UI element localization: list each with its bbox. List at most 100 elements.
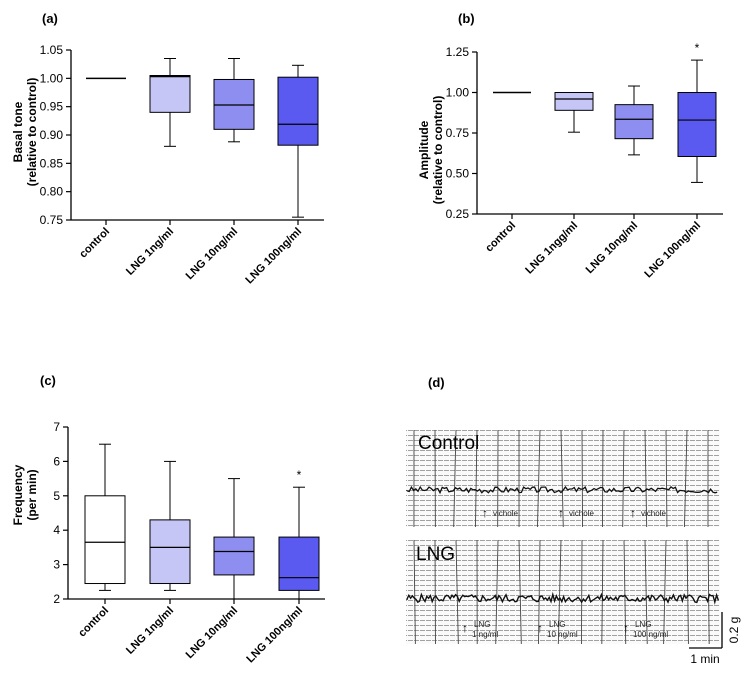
chart-paper-vertical-line	[581, 539, 583, 645]
panel-label-b: (b)	[458, 11, 475, 26]
y-tick-label: 7	[53, 420, 60, 434]
chart-paper-vertical-line	[538, 539, 541, 645]
y-tick-label: 1.00	[40, 71, 64, 85]
dose-mark-line1: LNG	[549, 620, 565, 629]
category-label: LNG 100ng/ml	[243, 226, 304, 287]
arrow-up-icon: ↑	[537, 621, 543, 635]
ylabel-c: Frequency (per min)	[11, 464, 39, 525]
trace-control-panel: Control ↑ vichole ↑ vichole ↑ vichole	[406, 429, 720, 528]
box-iqr	[277, 76, 319, 146]
box-iqr	[213, 536, 255, 576]
y-tick-label: 0.80	[40, 185, 64, 199]
chart-paper-vertical-line	[644, 539, 648, 645]
ylabel-b: Amplitude (relative to control)	[417, 96, 445, 205]
vehicle-mark-label: vichole	[569, 509, 594, 518]
trace-lng-gridlines	[413, 539, 710, 645]
ylabel-c-line1: Frequency	[11, 464, 25, 525]
significance-marker: *	[695, 41, 700, 55]
chart-paper-vertical-line	[686, 539, 689, 645]
chart-paper-vertical-line	[601, 539, 604, 645]
chart-paper-vertical-line	[602, 429, 604, 528]
box-iqr	[614, 104, 654, 140]
chart-paper-vertical-line	[537, 429, 541, 528]
dose-mark-line1: LNG	[635, 620, 651, 629]
y-tick-label: 0.85	[40, 156, 64, 170]
y-tick-label: 6	[53, 454, 60, 468]
chart-paper-vertical-line	[453, 429, 457, 528]
ylabel-b-line2: (relative to control)	[431, 96, 445, 205]
y-tick-label: 0.90	[40, 128, 64, 142]
category-label: control	[77, 226, 112, 261]
arrow-up-icon: ↑	[482, 506, 488, 520]
chart-paper-vertical-line	[560, 429, 564, 528]
chart-paper-vertical-line	[684, 429, 688, 528]
box-iqr	[149, 519, 191, 585]
scale-bar-time-label: 1 min	[690, 652, 719, 666]
chart-paper-vertical-line	[665, 429, 668, 528]
chart-paper-vertical-line	[475, 429, 478, 528]
arrow-up-icon: ↑	[558, 506, 564, 520]
category-label: LNG 10ng/ml	[584, 220, 640, 276]
chart-paper-vertical-line	[707, 539, 710, 645]
y-tick-label: 4	[53, 523, 60, 537]
category-label: LNG 1ng/ml	[124, 226, 176, 278]
trace-control-gridlines	[413, 429, 709, 528]
ylabel-a-line2: (relative to control)	[25, 78, 39, 187]
panel-label-a: (a)	[42, 11, 58, 26]
ylabel-a: Basal tone (relative to control)	[11, 78, 39, 187]
box-iqr	[554, 92, 594, 111]
chart-c-plot: 7 6 5 4 3 2 control LNG 1ng/ml LNG 10ng/ml LNG 10…	[53, 420, 325, 665]
chart-a-plot: 1.05 1.00 0.95 0.90 0.85 0.80 0.75 control LNG 1…	[40, 43, 324, 286]
dose-mark-line1: LNG	[474, 620, 490, 629]
y-tick-label: 2	[53, 592, 60, 606]
trace-control-title: Control	[418, 433, 479, 454]
y-tick-label: 1.05	[40, 43, 64, 57]
chart-paper-vertical-line	[581, 429, 583, 528]
category-label: LNG 100ng/ml	[244, 605, 305, 666]
y-tick-label: 3	[53, 558, 60, 572]
y-tick-label: 5	[53, 489, 60, 503]
y-tick-label: 0.75	[40, 213, 64, 227]
scale-bar-force-label: 0.2 g	[727, 617, 741, 644]
arrow-up-icon: ↑	[623, 621, 629, 635]
box-iqr	[84, 495, 126, 585]
chart-paper-vertical-line	[557, 539, 562, 645]
category-label: control	[483, 220, 518, 255]
y-tick-label: 0.95	[40, 100, 64, 114]
chart-paper-vertical-line	[518, 539, 522, 645]
box-iqr	[278, 536, 320, 591]
dose-mark-line2: 10 ng/ml	[547, 630, 578, 639]
box-iqr	[677, 92, 717, 157]
chart-paper-vertical-line	[455, 539, 459, 645]
category-label: LNG 1ng/ml	[124, 605, 176, 657]
vehicle-mark-label: vichole	[493, 509, 518, 518]
y-tick-label: 0.50	[446, 167, 470, 181]
category-label: LNG 100ng/ml	[642, 220, 703, 281]
trace-lng-line	[406, 591, 720, 605]
chart-paper-vertical-line	[495, 539, 499, 645]
dose-mark-line2: 1 ng/ml	[472, 630, 498, 639]
category-label: control	[76, 605, 111, 640]
y-tick-label: 1.25	[446, 45, 470, 59]
chart-paper-vertical-line	[623, 539, 627, 645]
y-tick-label: 1.00	[446, 86, 470, 100]
vehicle-mark-label: vichole	[641, 509, 666, 518]
ylabel-c-line2: (per min)	[25, 469, 39, 520]
significance-marker: *	[297, 468, 302, 482]
box-iqr	[149, 75, 191, 113]
ylabel-b-line1: Amplitude	[417, 120, 431, 179]
trace-control-line	[406, 485, 718, 495]
y-tick-label: 0.75	[446, 126, 470, 140]
dose-mark-line2: 100 ng/ml	[633, 630, 668, 639]
category-label: LNG 1ngg/ml	[523, 220, 580, 277]
chart-paper-vertical-line	[644, 429, 648, 528]
category-label: LNG 10ng/ml	[184, 605, 240, 661]
panel-label-c: (c)	[40, 373, 56, 388]
trace-lng-title: LNG	[416, 544, 455, 565]
chart-paper-vertical-line	[413, 539, 416, 645]
y-tick-label: 0.25	[446, 207, 470, 221]
control-vehicle-marks: ↑ vichole ↑ vichole ↑ vichole	[482, 506, 666, 520]
ylabel-a-line1: Basal tone	[11, 101, 25, 162]
